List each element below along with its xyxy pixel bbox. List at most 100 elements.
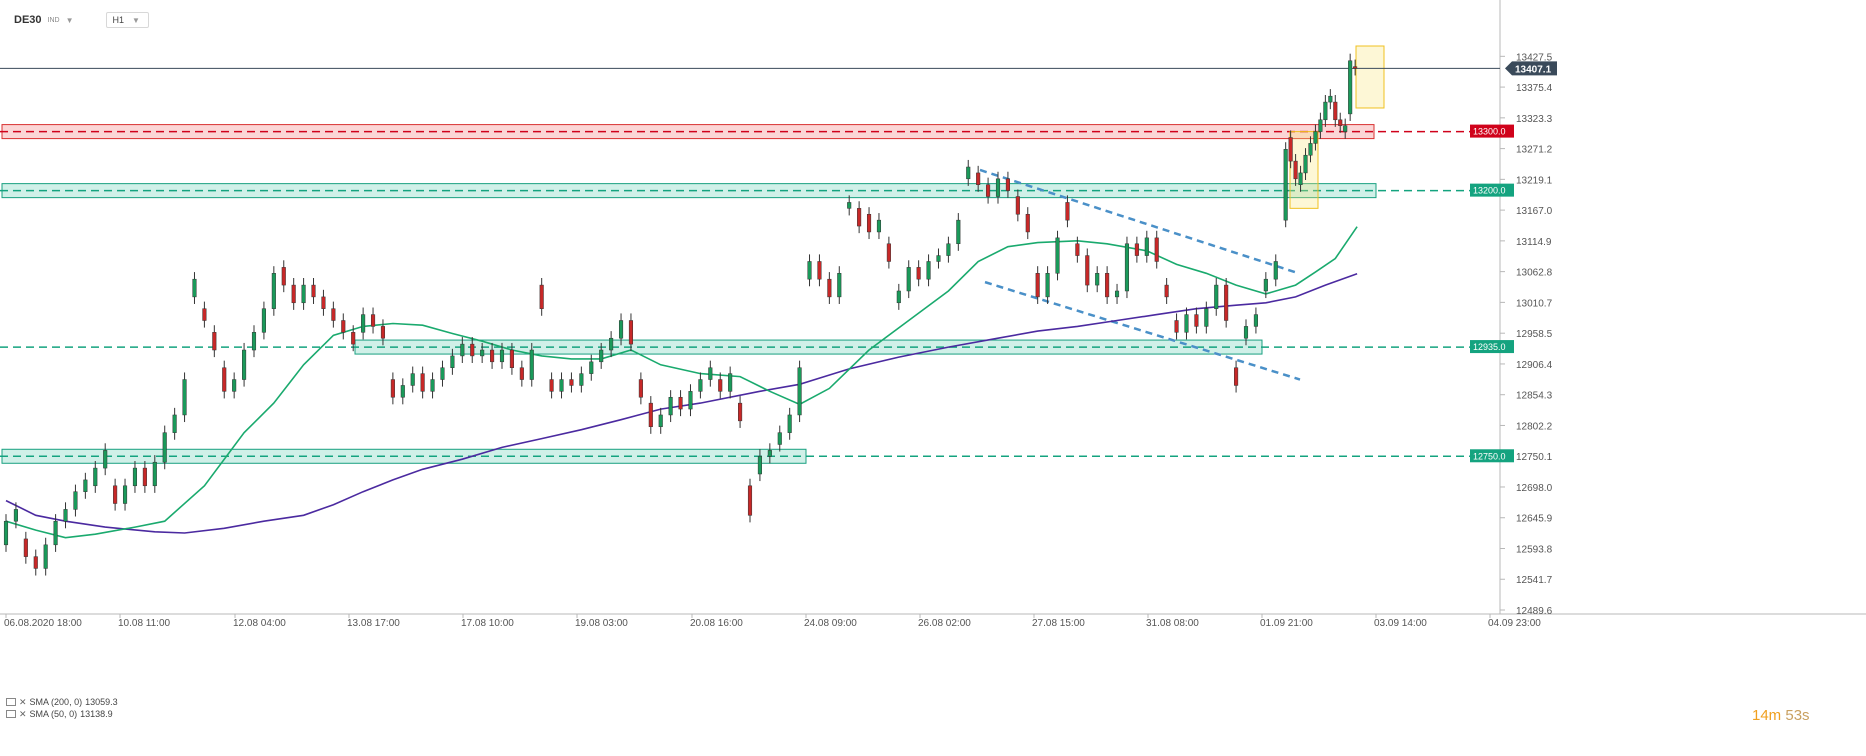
candle-body xyxy=(1105,273,1110,298)
last-price-tag xyxy=(1505,61,1557,76)
legend-sma200-name: SMA (200, 0) xyxy=(29,697,83,707)
candle-body xyxy=(1045,273,1050,298)
candle-body xyxy=(728,373,733,392)
asset-class-label: IND xyxy=(47,16,60,24)
candle-body xyxy=(827,278,832,298)
timeframe-label: H1 xyxy=(112,15,125,25)
remove-indicator-icon[interactable]: ✕ xyxy=(19,709,27,719)
legend-sma50-name: SMA (50, 0) xyxy=(29,709,78,719)
candle-body xyxy=(539,284,544,309)
level-label: 12935.0 xyxy=(1473,342,1506,352)
y-tick-label: 13375.4 xyxy=(1516,83,1553,94)
y-tick-label: 12958.5 xyxy=(1516,329,1553,340)
candle-body xyxy=(976,172,981,185)
candle-body xyxy=(1323,101,1328,121)
y-tick-label: 13271.2 xyxy=(1516,145,1553,156)
candle-body xyxy=(370,314,376,327)
symbol-label[interactable]: DE30 xyxy=(14,14,42,26)
indicator-settings-icon[interactable] xyxy=(6,710,16,718)
timeframe-select[interactable]: H1 ▼ xyxy=(105,12,149,28)
candle-body xyxy=(1308,143,1313,156)
candle-body xyxy=(1343,125,1348,132)
candle-body xyxy=(1348,60,1353,115)
candle-body xyxy=(390,379,395,398)
candle-body xyxy=(271,273,276,309)
candle-body xyxy=(807,261,812,280)
candle-body xyxy=(886,243,891,262)
candle-body xyxy=(142,467,147,487)
candle-countdown: 14m 53s xyxy=(1752,707,1810,724)
candle-body xyxy=(1328,95,1333,103)
candle-body xyxy=(93,467,98,487)
indicator-settings-icon[interactable] xyxy=(6,698,16,706)
candle-body xyxy=(53,520,58,546)
candle-body xyxy=(668,396,673,416)
candle-body xyxy=(857,208,862,227)
candle-body xyxy=(301,284,306,304)
last-price-label: 13407.1 xyxy=(1515,64,1552,75)
trendline-lower[interactable] xyxy=(984,280,1301,381)
y-tick-label: 12802.2 xyxy=(1516,421,1553,432)
candle-body xyxy=(1174,320,1179,333)
candle-body xyxy=(232,379,237,392)
candle-body xyxy=(787,414,792,433)
candle-body xyxy=(291,284,296,304)
candle-body xyxy=(609,337,614,351)
candle-body xyxy=(1035,273,1040,298)
candle-body xyxy=(251,332,257,351)
countdown-seconds: 53s xyxy=(1785,707,1810,724)
y-tick-label: 12645.9 xyxy=(1516,514,1553,525)
candle-body xyxy=(1288,137,1293,162)
y-tick-label: 12698.0 xyxy=(1516,483,1553,494)
legend-sma200-value: 13059.3 xyxy=(85,697,118,707)
candle-body xyxy=(1194,314,1199,327)
y-tick-label: 12541.7 xyxy=(1516,575,1553,586)
candle-body xyxy=(162,432,167,463)
candle-body xyxy=(529,349,534,380)
candle-body xyxy=(628,320,634,345)
candle-body xyxy=(738,402,743,422)
candle-body xyxy=(1273,261,1278,280)
sma200-line xyxy=(5,272,1358,534)
x-tick-label: 20.08 16:00 xyxy=(690,618,743,629)
level-label: 13300.0 xyxy=(1473,127,1506,137)
candle-body xyxy=(450,355,455,368)
symbol-dropdown-icon[interactable]: ▼ xyxy=(65,15,74,25)
candle-body xyxy=(212,332,217,351)
candle-body xyxy=(1075,243,1080,256)
candle-body xyxy=(1214,284,1219,309)
candle-body xyxy=(281,267,286,286)
candle-body xyxy=(986,184,991,197)
candle-body xyxy=(13,509,18,522)
remove-indicator-icon[interactable]: ✕ xyxy=(19,697,27,707)
candle-body xyxy=(767,450,772,457)
candle-body xyxy=(351,332,356,345)
candle-body xyxy=(638,379,643,398)
candle-body xyxy=(936,255,941,262)
candle-body xyxy=(1154,237,1159,262)
candle-body xyxy=(440,367,445,380)
x-tick-label: 12.08 04:00 xyxy=(233,618,286,629)
candle-body xyxy=(509,349,514,368)
x-tick-label: 01.09 21:00 xyxy=(1260,618,1313,629)
legend-item-sma200[interactable]: ✕ SMA (200, 0) 13059.3 xyxy=(6,696,118,708)
candle-body xyxy=(63,509,68,522)
x-tick-label: 19.08 03:00 xyxy=(575,618,628,629)
candle-body xyxy=(1095,273,1100,286)
candle-body xyxy=(33,556,38,569)
x-tick-label: 06.08.2020 18:00 xyxy=(4,618,82,629)
candle-body xyxy=(202,308,207,321)
candle-body xyxy=(966,166,971,180)
candle-body xyxy=(1224,284,1229,321)
x-tick-label: 04.09 23:00 xyxy=(1488,618,1541,629)
candle-body xyxy=(1005,178,1010,191)
highlight-box xyxy=(1355,45,1385,109)
y-tick-label: 12593.8 xyxy=(1516,544,1553,555)
candle-body xyxy=(113,485,118,504)
candle-body xyxy=(549,379,554,392)
legend-item-sma50[interactable]: ✕ SMA (50, 0) 13138.9 xyxy=(6,708,118,720)
candle-body xyxy=(480,349,485,357)
y-tick-label: 13010.7 xyxy=(1516,298,1553,309)
candle-body xyxy=(519,367,524,380)
